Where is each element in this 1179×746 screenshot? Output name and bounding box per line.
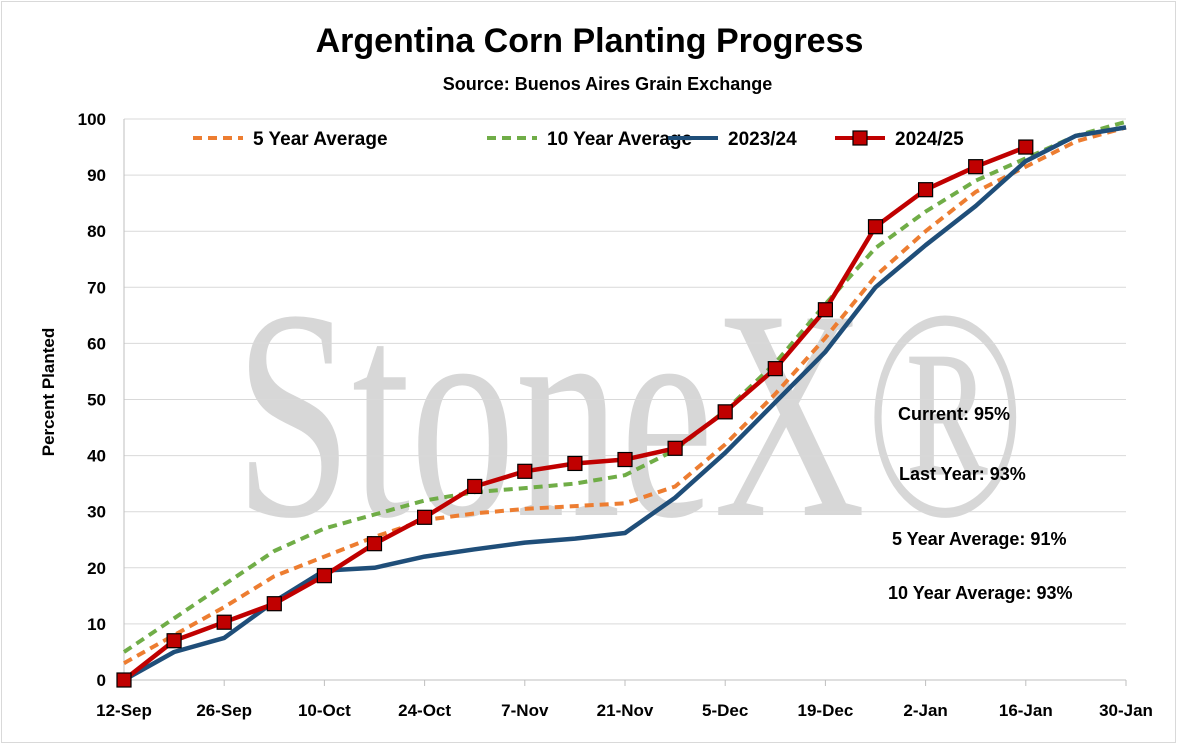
data-point-marker [166, 633, 182, 649]
data-point-marker [417, 509, 433, 525]
annotation-last-year: Last Year: 93% [899, 464, 1026, 484]
x-tick-label: 7-Nov [501, 701, 549, 720]
data-point-marker [366, 536, 383, 552]
chart-subtitle: Source: Buenos Aires Grain Exchange [442, 74, 773, 94]
y-tick-label: 10 [87, 615, 106, 634]
x-tick-label: 10-Oct [298, 701, 351, 720]
chart-title: Argentina Corn Planting Progress [315, 22, 864, 60]
y-tick-label: 0 [97, 671, 106, 690]
annotation-current: Current: 95% [898, 404, 1011, 424]
y-axis-label: Percent Planted [39, 328, 58, 457]
x-tick-label: 21-Nov [597, 701, 654, 720]
y-tick-label: 20 [87, 559, 106, 578]
x-tick-label: 12-Sep [96, 701, 152, 720]
legend-marker [852, 130, 868, 146]
data-point-marker [266, 596, 282, 612]
legend-label-2: 2023/24 [728, 129, 797, 150]
annotation-10yr-average: 10 Year Average: 93% [888, 583, 1073, 603]
y-tick-label: 80 [87, 222, 106, 241]
data-point-marker [767, 361, 783, 377]
y-tick-label: 70 [87, 278, 106, 297]
data-point-marker [116, 672, 132, 688]
annotation-5yr-average: 5 Year Average: 91% [892, 529, 1067, 549]
data-point-marker [467, 478, 483, 495]
y-tick-label: 100 [78, 110, 106, 129]
x-tick-label: 26-Sep [196, 701, 252, 720]
x-tick-label: 2-Jan [903, 701, 947, 720]
legend-label-1: 10 Year Average [547, 129, 692, 150]
data-point-marker [817, 302, 834, 318]
data-point-marker [517, 463, 533, 479]
data-point-marker [667, 440, 683, 456]
y-tick-label: 40 [87, 447, 106, 466]
x-tick-label: 24-Oct [398, 701, 451, 720]
data-point-marker [917, 182, 934, 198]
data-point-marker [617, 451, 633, 468]
data-point-marker [717, 404, 733, 420]
legend: 5 Year Average 10 Year Average 2023/24 2024… [193, 129, 964, 150]
data-point-marker [1018, 139, 1034, 155]
x-tick-label: 19-Dec [798, 701, 854, 720]
data-point-marker [216, 614, 232, 630]
y-tick-label: 30 [87, 503, 106, 522]
axes: 0 10 20 30 40 50 60 70 80 90 100 12-Sep 26-Sep 10-Oct… [78, 110, 1153, 720]
data-point-marker [867, 219, 884, 235]
series-line-1 [122, 119, 1127, 654]
x-tick-label: 5-Dec [702, 701, 748, 720]
legend-label-3: 2024/25 [895, 129, 964, 150]
data-point-marker [968, 159, 984, 175]
series-layer [116, 119, 1127, 688]
y-tick-label: 60 [87, 334, 106, 353]
data-point-marker [316, 568, 332, 584]
x-tick-label: 16-Jan [999, 701, 1053, 720]
data-point-marker [567, 455, 583, 472]
y-tick-label: 50 [87, 391, 106, 410]
series-line-2 [122, 125, 1127, 682]
watermark: StoneX® [235, 248, 1025, 580]
y-tick-label: 90 [87, 166, 106, 185]
legend-label-0: 5 Year Average [253, 129, 388, 150]
x-tick-label: 30-Jan [1099, 701, 1153, 720]
